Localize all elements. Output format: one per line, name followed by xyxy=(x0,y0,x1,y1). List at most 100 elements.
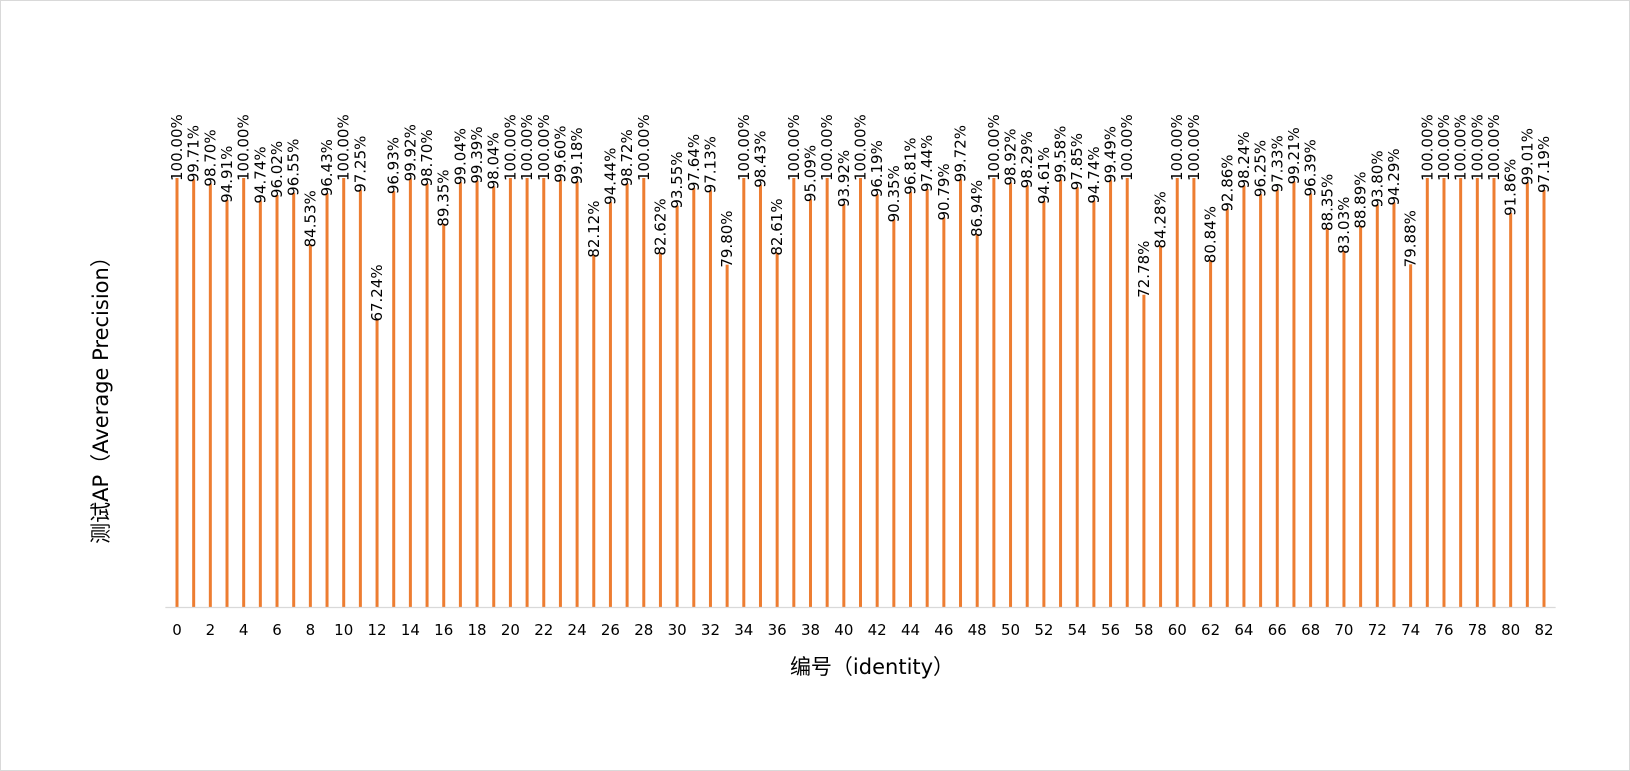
bar-64 xyxy=(1242,185,1246,608)
data-label-82: 97.19% xyxy=(1535,136,1553,193)
x-tick-label-22: 22 xyxy=(534,621,553,639)
x-tick-label-60: 60 xyxy=(1168,621,1187,639)
bar-16 xyxy=(442,223,446,607)
data-label-75: 100.00% xyxy=(1418,114,1436,181)
x-tick-label-36: 36 xyxy=(768,621,787,639)
data-label-46: 90.79% xyxy=(935,163,953,220)
data-label-29: 82.62% xyxy=(651,198,669,255)
bar-6 xyxy=(275,195,279,607)
bar-9 xyxy=(325,193,329,607)
bar-41 xyxy=(859,178,862,607)
bar-14 xyxy=(408,178,412,607)
bar-66 xyxy=(1275,189,1279,607)
x-tick-label-6: 6 xyxy=(272,621,282,639)
data-label-37: 100.00% xyxy=(785,114,803,181)
x-tick-label-62: 62 xyxy=(1201,621,1220,639)
bar-71 xyxy=(1359,225,1363,607)
data-label-33: 79.80% xyxy=(718,210,736,267)
bar-82 xyxy=(1542,190,1546,608)
data-label-34: 100.00% xyxy=(735,114,753,181)
bar-7 xyxy=(292,192,296,608)
data-label-47: 99.72% xyxy=(952,125,970,182)
x-tick-label-70: 70 xyxy=(1334,621,1353,639)
bar-38 xyxy=(808,199,812,607)
bar-26 xyxy=(608,201,612,607)
data-label-23: 99.60% xyxy=(551,126,569,183)
bar-22 xyxy=(542,178,546,607)
data-label-53: 99.58% xyxy=(1052,126,1070,183)
data-label-1: 99.71% xyxy=(185,125,203,182)
data-label-72: 93.80% xyxy=(1368,150,1386,207)
bar-20 xyxy=(508,178,512,607)
bar-78 xyxy=(1475,178,1479,607)
x-tick-label-34: 34 xyxy=(734,621,753,639)
bar-4 xyxy=(242,178,246,607)
x-tick-label-24: 24 xyxy=(568,621,587,639)
x-tick-label-0: 0 xyxy=(172,621,182,639)
bar-55 xyxy=(1092,200,1096,607)
bar-21 xyxy=(525,178,529,607)
data-label-49: 100.00% xyxy=(985,114,1003,181)
data-label-74: 79.88% xyxy=(1402,210,1420,267)
x-tick-label-20: 20 xyxy=(501,621,520,639)
data-label-80: 91.86% xyxy=(1502,159,1520,216)
x-tick-label-30: 30 xyxy=(668,621,687,639)
data-label-44: 96.81% xyxy=(902,137,920,194)
bar-40 xyxy=(842,204,846,607)
bar-74 xyxy=(1409,264,1413,607)
data-label-26: 94.44% xyxy=(601,148,619,205)
x-tick-label-64: 64 xyxy=(1234,621,1253,639)
bar-53 xyxy=(1059,179,1063,608)
bar-68 xyxy=(1309,193,1313,608)
bars-layer xyxy=(175,178,1546,608)
bar-60 xyxy=(1175,178,1179,607)
bar-43 xyxy=(892,219,896,607)
bar-23 xyxy=(558,179,562,607)
data-label-43: 90.35% xyxy=(885,165,903,222)
data-label-63: 92.86% xyxy=(1218,154,1236,211)
bar-28 xyxy=(642,178,646,607)
x-tick-label-52: 52 xyxy=(1034,621,1053,639)
data-label-42: 96.19% xyxy=(868,140,886,197)
data-label-50: 98.92% xyxy=(1002,128,1020,185)
data-label-66: 97.33% xyxy=(1268,135,1286,192)
bar-13 xyxy=(392,191,396,608)
data-label-52: 94.61% xyxy=(1035,147,1053,204)
data-label-71: 88.89% xyxy=(1352,171,1370,228)
data-label-58: 72.78% xyxy=(1135,241,1153,298)
bar-39 xyxy=(825,178,829,607)
data-label-15: 98.70% xyxy=(418,129,436,186)
data-label-69: 88.35% xyxy=(1318,174,1336,231)
bar-70 xyxy=(1342,250,1346,608)
bar-80 xyxy=(1509,212,1513,608)
x-tick-label-54: 54 xyxy=(1068,621,1087,639)
bar-76 xyxy=(1442,178,1446,607)
data-label-60: 100.00% xyxy=(1168,114,1186,181)
bar-51 xyxy=(1025,185,1029,607)
data-label-81: 99.01% xyxy=(1518,128,1536,185)
x-tick-label-66: 66 xyxy=(1268,621,1287,639)
x-tick-label-18: 18 xyxy=(468,621,487,639)
bar-24 xyxy=(575,181,579,607)
data-label-14: 99.92% xyxy=(401,124,419,181)
bar-79 xyxy=(1492,178,1496,607)
bar-63 xyxy=(1225,208,1229,607)
x-tick-label-2: 2 xyxy=(206,621,216,639)
bar-36 xyxy=(775,252,779,607)
data-label-51: 98.29% xyxy=(1018,131,1036,188)
bar-8 xyxy=(308,244,312,607)
bar-35 xyxy=(758,184,762,608)
bar-54 xyxy=(1075,187,1079,607)
bar-49 xyxy=(992,178,996,607)
data-label-32: 97.13% xyxy=(701,136,719,193)
bar-61 xyxy=(1192,178,1196,607)
bar-44 xyxy=(909,191,913,607)
data-label-64: 98.24% xyxy=(1235,131,1253,188)
data-label-41: 100.00% xyxy=(852,114,870,181)
data-label-38: 95.09% xyxy=(801,145,819,202)
bar-75 xyxy=(1425,178,1429,607)
x-tick-label-50: 50 xyxy=(1001,621,1020,639)
bar-65 xyxy=(1259,194,1263,607)
bar-31 xyxy=(692,188,696,607)
